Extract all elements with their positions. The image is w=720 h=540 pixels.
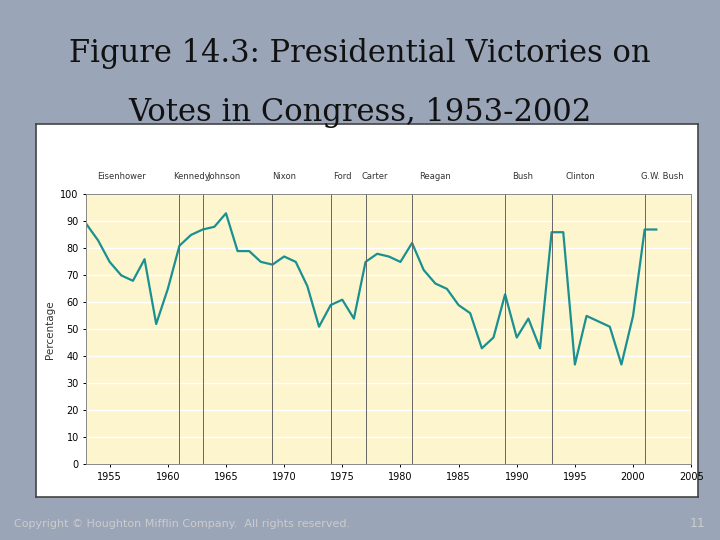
Text: Nixon: Nixon bbox=[272, 172, 296, 181]
Text: Figure 14.3: Presidential Victories on: Figure 14.3: Presidential Victories on bbox=[69, 38, 651, 69]
Text: Eisenhower: Eisenhower bbox=[97, 172, 145, 181]
Text: Ford: Ford bbox=[333, 172, 351, 181]
Text: Bush: Bush bbox=[512, 172, 533, 181]
Y-axis label: Percentage: Percentage bbox=[45, 300, 55, 359]
Text: Clinton: Clinton bbox=[566, 172, 595, 181]
Text: Votes in Congress, 1953-2002: Votes in Congress, 1953-2002 bbox=[128, 97, 592, 128]
Text: Johnson: Johnson bbox=[207, 172, 240, 181]
Text: G.W. Bush: G.W. Bush bbox=[641, 172, 683, 181]
Text: Kennedy: Kennedy bbox=[173, 172, 210, 181]
Text: Carter: Carter bbox=[361, 172, 388, 181]
Text: 11: 11 bbox=[690, 517, 706, 530]
Text: Reagan: Reagan bbox=[420, 172, 451, 181]
Text: Copyright © Houghton Mifflin Company.  All rights reserved.: Copyright © Houghton Mifflin Company. Al… bbox=[14, 519, 351, 529]
